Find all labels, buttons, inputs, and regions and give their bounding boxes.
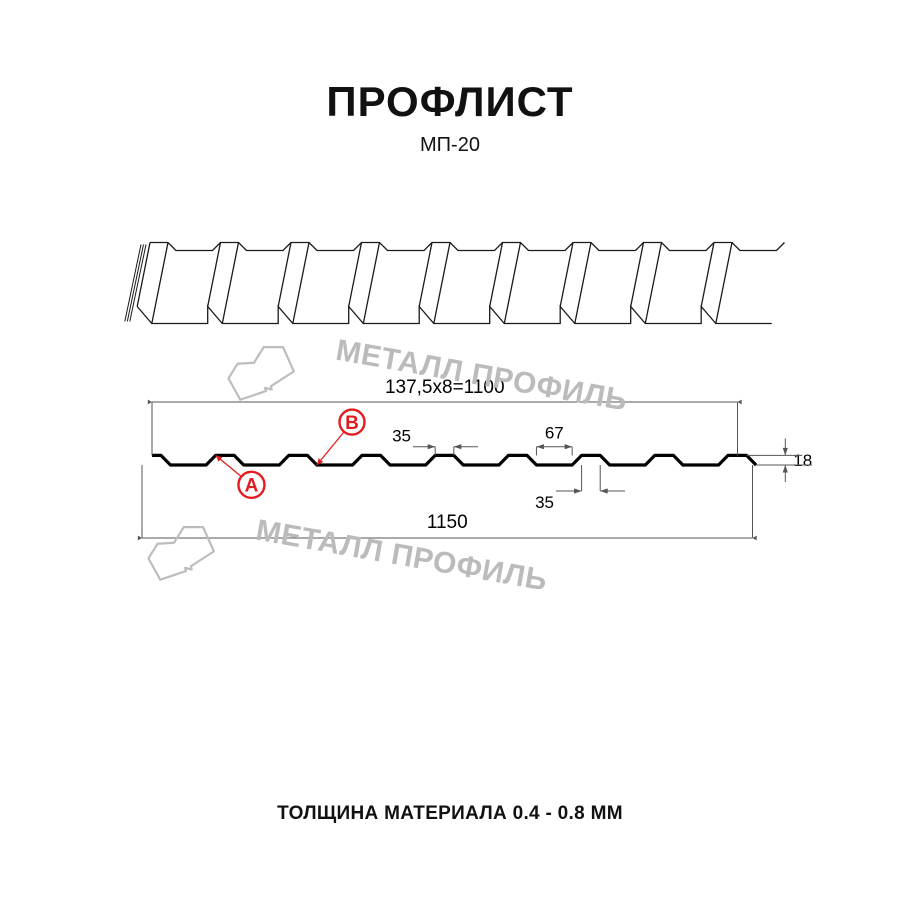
svg-text:1150: 1150	[427, 512, 468, 533]
svg-text:МЕТАЛЛ ПРОФИЛЬ: МЕТАЛЛ ПРОФИЛЬ	[333, 334, 629, 418]
svg-text:35: 35	[535, 493, 554, 512]
svg-text:35: 35	[392, 427, 411, 446]
svg-text:18: 18	[793, 451, 812, 470]
svg-text:B: B	[345, 413, 359, 434]
svg-text:МЕТАЛЛ ПРОФИЛЬ: МЕТАЛЛ ПРОФИЛЬ	[253, 514, 549, 598]
svg-text:67: 67	[545, 424, 564, 443]
svg-text:A: A	[245, 476, 259, 497]
